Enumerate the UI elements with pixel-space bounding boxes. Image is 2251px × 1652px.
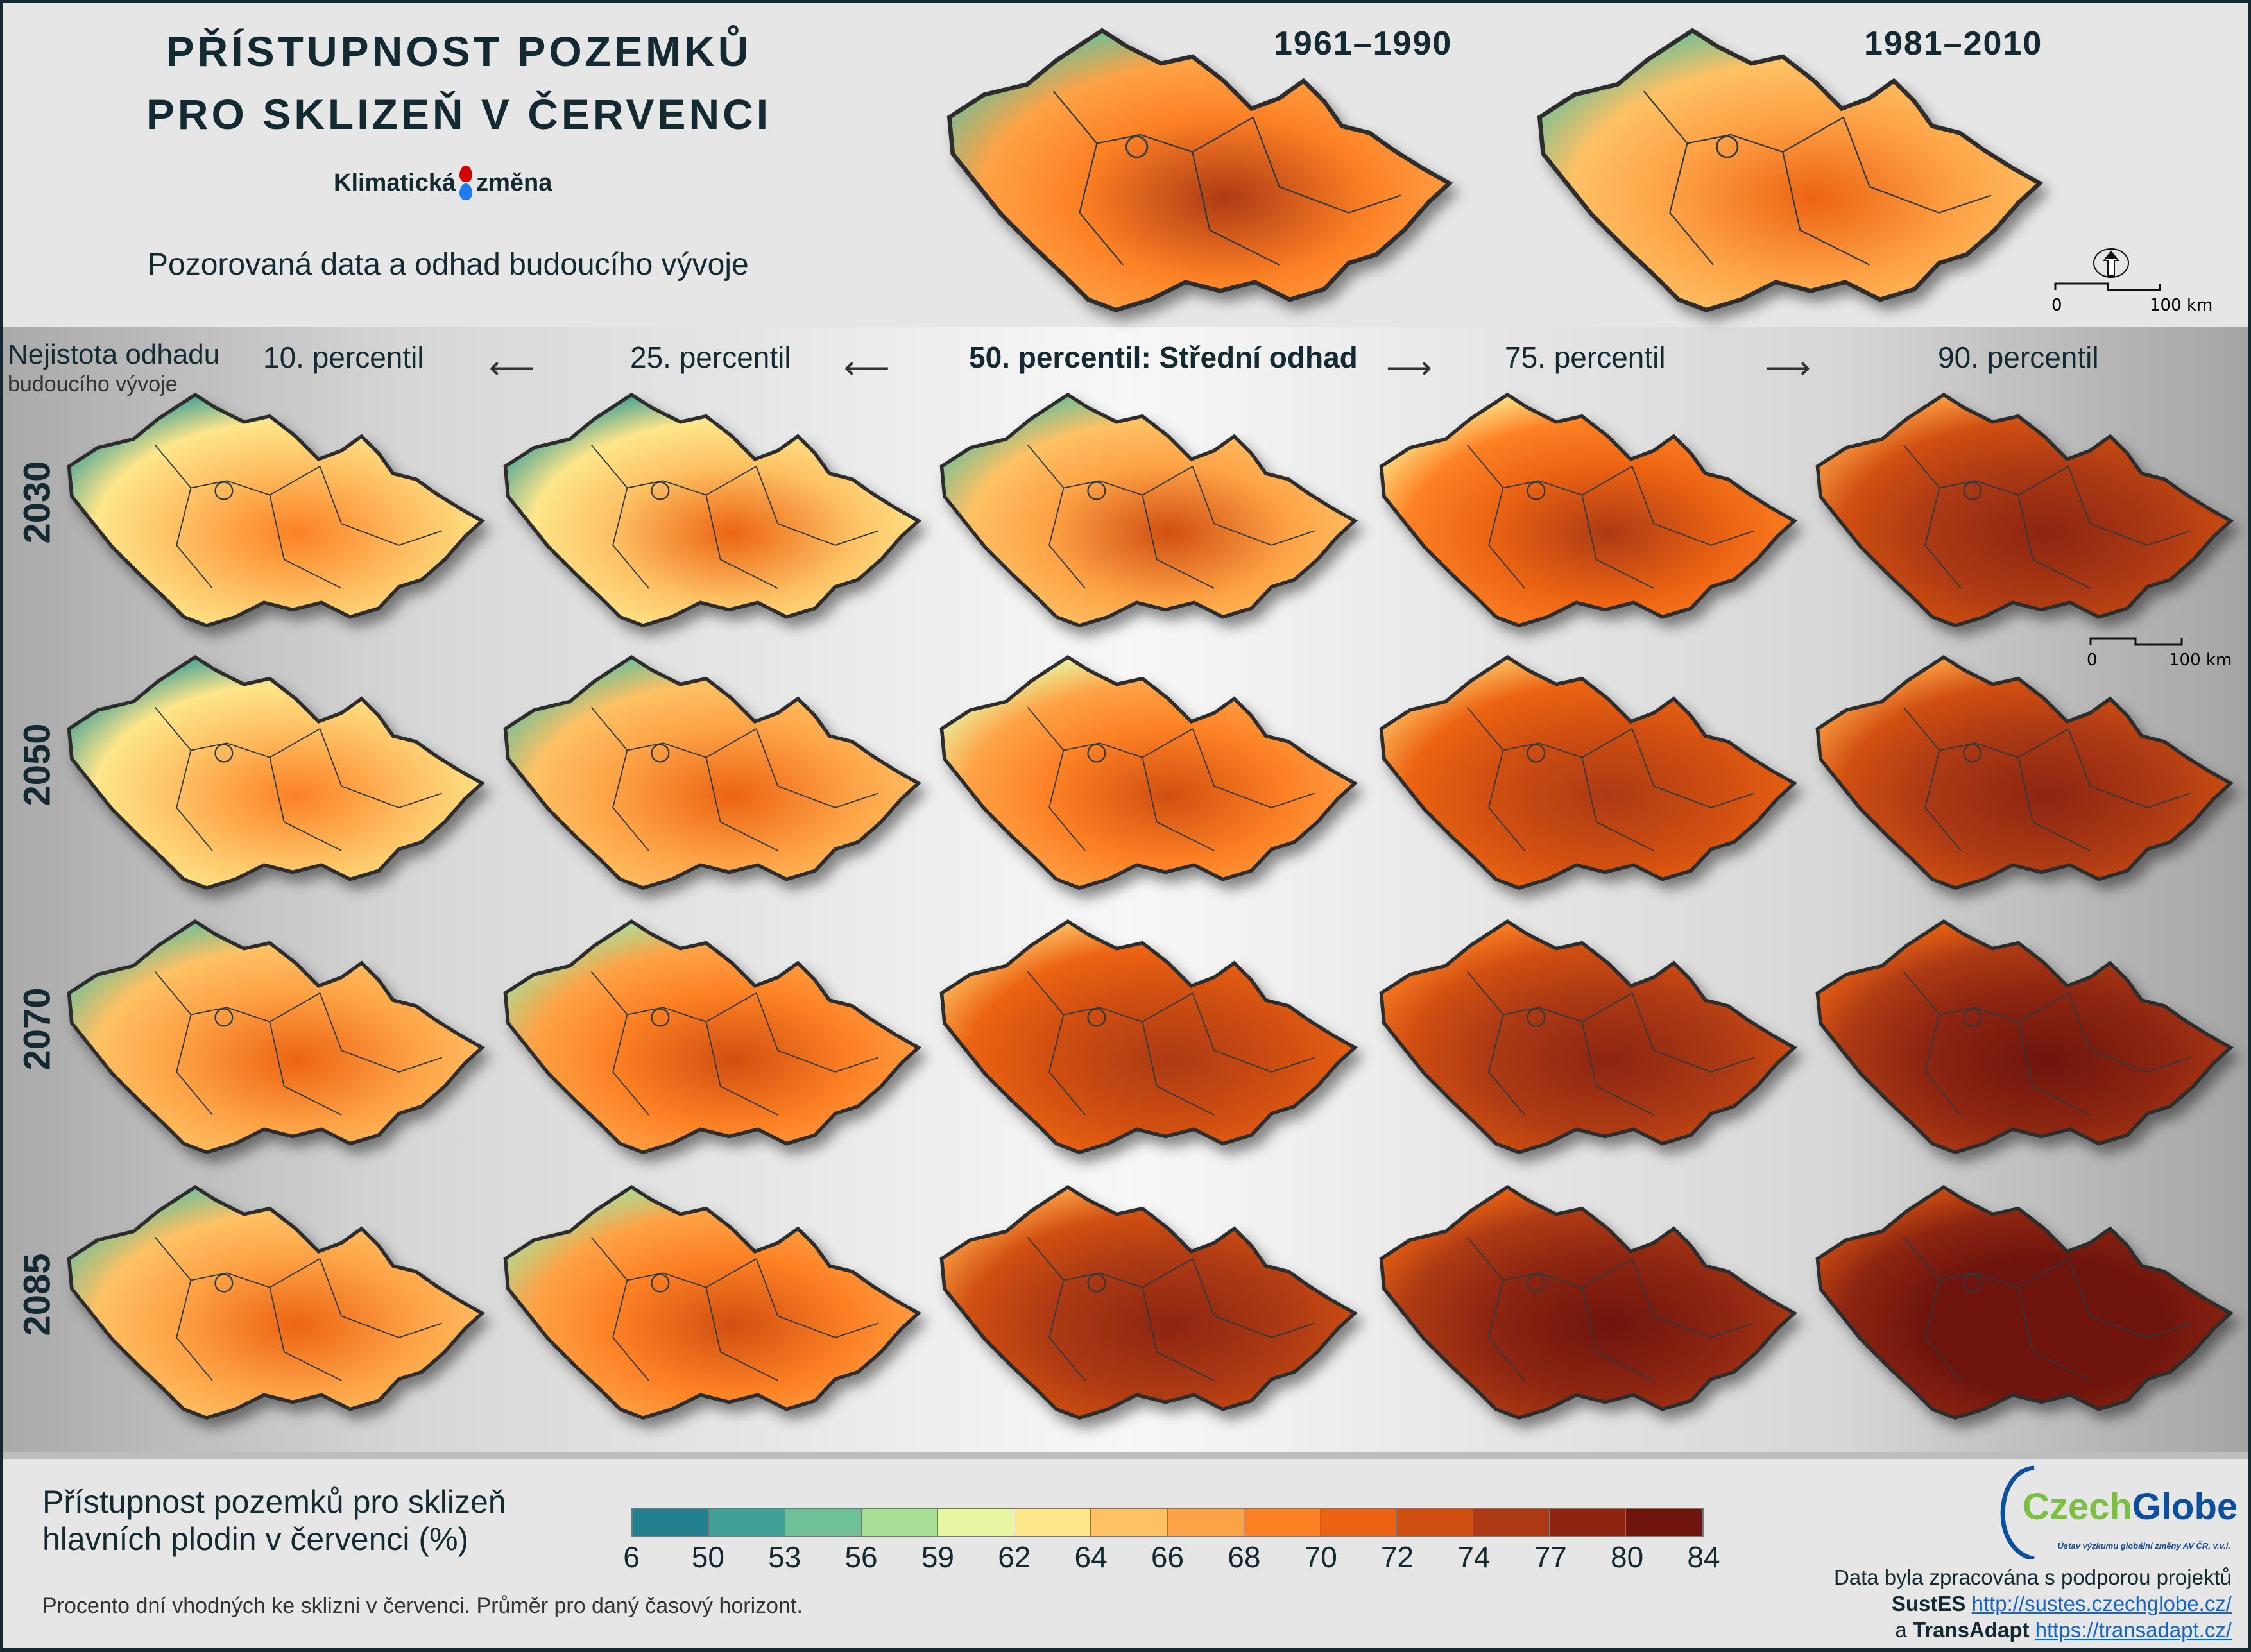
scale-end: 100 km (2169, 651, 2232, 670)
arrow-left-icon: ⟵ (844, 350, 890, 386)
map-2050-col3 (1379, 654, 1797, 890)
map-2050-col0 (67, 654, 485, 890)
legend-title: Přístupnost pozemků pro sklizeň hlavních… (42, 1483, 506, 1558)
map-2070-col3 (1379, 919, 1797, 1155)
arrow-left-icon: ⟵ (489, 350, 535, 386)
legend-swatch (709, 1509, 786, 1536)
map-2050-col2 (939, 654, 1358, 890)
row-year-2050: 2050 (16, 723, 58, 806)
klimaticka-zmena-logo: Klimatická změna (334, 166, 552, 200)
drops-icon (459, 166, 473, 200)
legend-title-line-2: hlavních plodin v červenci (%) (42, 1521, 469, 1557)
map-2070-col1 (503, 919, 921, 1155)
map-2070-col0 (67, 919, 485, 1155)
legend-swatch (633, 1509, 710, 1536)
legend-tick: 80 (1611, 1540, 1644, 1574)
credits: Data byla zpracována s podporou projektů… (1834, 1564, 2232, 1643)
period-label-2: 1981–2010 (1864, 25, 2043, 62)
map-2085-col1 (503, 1184, 921, 1420)
map-2050-col1 (503, 654, 921, 890)
title-line-2: PRO SKLIZEŇ V ČERVENCI (146, 90, 772, 138)
map-2030-col3 (1379, 392, 1797, 628)
legend-swatch (1473, 1509, 1550, 1536)
link-sustes[interactable]: http://sustes.czechglobe.cz/ (1971, 1592, 2232, 1615)
footer (0, 1452, 2251, 1652)
legend-tick: 74 (1457, 1540, 1491, 1574)
legend-tick: 66 (1151, 1540, 1185, 1574)
legend-swatch (1014, 1509, 1091, 1536)
legend-swatch (1320, 1509, 1397, 1536)
legend-tick: 70 (1304, 1540, 1337, 1574)
legend-tick: 50 (691, 1540, 724, 1574)
col-head-p10: 10. percentil (263, 341, 424, 374)
row-year-2085: 2085 (16, 1253, 58, 1336)
project-sustes: SustES (1891, 1592, 1966, 1615)
scale-end: 100 km (2150, 296, 2212, 315)
legend-tick: 59 (921, 1540, 955, 1574)
brand-right: změna (476, 169, 552, 196)
legend-title-line-1: Přístupnost pozemků pro sklizeň (42, 1484, 506, 1520)
subtitle: Pozorovaná data a odhad budoucího vývoje (148, 248, 749, 282)
map-2085-col0 (67, 1184, 485, 1420)
north-arrow-and-scale: 0 100 km (2051, 248, 2212, 315)
link-transadapt[interactable]: https://transadapt.cz/ (2035, 1618, 2232, 1642)
legend-swatch (1091, 1509, 1168, 1536)
col-head-p25: 25. percentil (630, 341, 791, 374)
conjunction: a (1895, 1618, 1907, 1642)
legend-color-bar (631, 1508, 1704, 1537)
map-observed-1981–2010 (1537, 28, 2044, 312)
svg-text:CzechGlobe: CzechGlobe (2023, 1486, 2238, 1528)
map-2030-col0 (67, 392, 485, 628)
legend-tick: 84 (1687, 1540, 1720, 1574)
map-2070-col4 (1815, 919, 2234, 1155)
legend-caption: Procento dní vhodných ke sklizni v červe… (42, 1594, 803, 1618)
legend-swatch (1549, 1509, 1627, 1536)
legend-swatch (785, 1509, 862, 1536)
uncertainty-label: Nejistota odhadu (8, 339, 220, 370)
svg-text:Ústav výzkumu globální změny A: Ústav výzkumu globální změny AV ČR, v.v.… (2058, 1541, 2230, 1551)
map-2030-col1 (503, 392, 921, 628)
legend-swatch (1244, 1509, 1321, 1536)
legend-swatch (862, 1509, 939, 1536)
map-2050-col4 (1815, 654, 2234, 890)
scale-zero: 0 (2087, 651, 2098, 670)
title-line-1: PŘÍSTUPNOST POZEMKŮ (166, 28, 752, 75)
map-2085-col2 (939, 1184, 1358, 1420)
czechglobe-logo: CzechGlobe Ústav výzkumu globální změny … (2000, 1465, 2238, 1559)
scale-zero: 0 (2051, 296, 2062, 315)
brand-left: Klimatická (334, 169, 456, 196)
row-year-2070: 2070 (16, 987, 58, 1071)
map-2070-col2 (939, 919, 1358, 1155)
period-label-1: 1961–1990 (1274, 25, 1453, 62)
legend-swatch (1167, 1509, 1244, 1536)
map-observed-1961–1990 (946, 28, 1453, 312)
uncertainty-sublabel: budoucího vývoje (8, 372, 178, 396)
map-2030-col2 (939, 392, 1358, 628)
legend-tick: 77 (1534, 1540, 1567, 1574)
legend-swatch (1626, 1509, 1703, 1536)
col-head-p75: 75. percentil (1505, 341, 1666, 374)
legend-tick: 68 (1228, 1540, 1261, 1574)
legend-tick: 62 (998, 1540, 1031, 1574)
col-head-p50: 50. percentil: Střední odhad (969, 341, 1358, 374)
credit-line: Data byla zpracována s podporou projektů (1833, 1565, 2232, 1589)
arrow-right-icon: ⟶ (1765, 350, 1811, 386)
project-transadapt: TransAdapt (1912, 1618, 2030, 1642)
legend-tick: 53 (768, 1540, 801, 1574)
map-2030-col4 (1815, 392, 2234, 628)
north-arrow-icon (2093, 248, 2129, 278)
legend-tick: 64 (1074, 1540, 1108, 1574)
arrow-right-icon: ⟶ (1386, 350, 1432, 386)
legend-tick: 56 (844, 1540, 878, 1574)
col-head-p90: 90. percentil (1938, 341, 2099, 374)
map-2085-col4 (1815, 1184, 2234, 1420)
legend-swatch (1396, 1509, 1473, 1536)
legend-tick: 6 (623, 1540, 640, 1574)
legend-swatch (938, 1509, 1015, 1536)
row-year-2030: 2030 (16, 461, 58, 544)
legend-tick: 72 (1380, 1540, 1414, 1574)
map-2085-col3 (1379, 1184, 1797, 1420)
scale-bar-grid: 0 100 km (2087, 637, 2232, 670)
